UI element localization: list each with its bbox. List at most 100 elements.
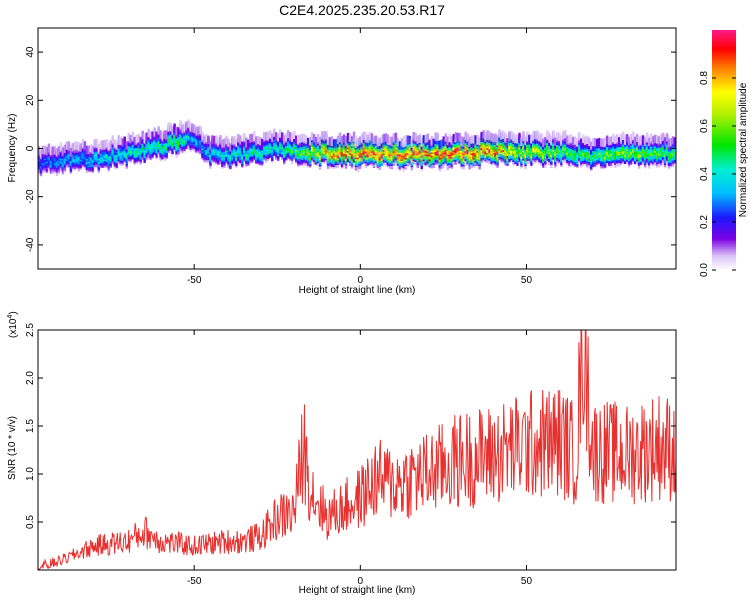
heatmap-cell [486,130,489,139]
heatmap-cell [510,131,513,140]
heatmap-y-axis-label: Frequency (Hz) [7,114,18,183]
heatmap-cell [504,133,507,142]
heatmap-cell [582,134,585,144]
heatmap-cell [87,145,91,154]
heatmap-cell [195,127,198,136]
heatmap-cell [187,119,190,128]
heatmap-cell [366,134,370,144]
heatmap-cell [41,145,45,155]
heatmap-cell [296,134,300,144]
colorbar-gradient [712,30,736,270]
heatmap-cell [370,133,374,142]
heatmap-cell [159,130,162,139]
heatmap-cell [241,141,244,150]
heatmap-cell [175,126,178,136]
heatmap-cell [420,138,423,147]
heatmap-cell [649,133,653,142]
heatmap-cell [151,131,154,140]
heatmap-cell [173,123,176,132]
heatmap-cell [269,130,272,139]
heatmap-cell [93,138,97,148]
heatmap-cell [135,134,138,144]
snr-frame [37,329,677,571]
heatmap-cell [611,133,615,143]
heatmap-cell [119,136,122,145]
heatmap-cell [440,139,443,148]
heatmap-cell [406,135,410,144]
heatmap-cell [580,138,583,147]
heatmap-cell [91,145,95,155]
heatmap-cell [292,130,296,139]
heatmap-cell [51,146,55,155]
heatmap-cell [362,131,366,140]
heatmap-cell [344,136,348,145]
heatmap-y-tick-label: -40 [25,237,36,252]
heatmap-cell [498,129,501,138]
heatmap-cell [474,135,477,144]
heatmap-cell [225,135,228,145]
heatmap-cell [550,135,553,144]
heatmap-cell [277,133,280,142]
heatmap-cell [661,132,665,141]
heatmap-cell [145,132,148,141]
heatmap-cell [161,131,164,141]
heatmap-cell [526,131,529,141]
heatmap-cell [189,122,192,131]
heatmap-cell [572,136,575,146]
heatmap-cell [322,130,326,140]
heatmap-cell [655,135,659,144]
heatmap-cell [584,136,587,145]
heatmap-cell [532,131,535,140]
heatmap-cell [330,136,334,145]
heatmap-cell [37,146,41,155]
heatmap-cell [149,130,152,140]
heatmap-cell [358,136,362,145]
heatmap-cell [637,136,641,145]
heatmap-cell [209,141,212,150]
heatmap-cell [336,135,340,145]
heatmap-cell [79,143,83,152]
snr-x-tick-label: -50 [187,576,202,587]
heatmap-cell [594,138,597,147]
heatmap-cell [133,136,136,146]
heatmap-cell [249,134,252,143]
heatmap-cell [478,136,481,146]
heatmap-cell [81,139,85,148]
heatmap-cell [233,135,236,145]
heatmap-cell [432,138,435,147]
heatmap-cell [576,138,579,147]
heatmap-cell [372,135,376,144]
heatmap-cell [350,136,354,145]
snr-y-tick-label: 0.5 [25,515,36,529]
heatmap-cell [43,145,47,154]
heatmap-cell [392,133,396,142]
heatmap-cell [283,135,286,144]
heatmap-cell [125,141,128,150]
heatmap-cell [394,132,398,142]
heatmap-cell [137,133,140,143]
heatmap-cell [316,133,320,143]
heatmap-cell [663,137,667,146]
heatmap-cell [97,144,101,153]
heatmap-cell [287,129,290,139]
heatmap-cell [63,144,67,154]
heatmap-cell [464,131,467,141]
heatmap-cell [434,132,437,141]
heatmap-cell [197,126,200,135]
heatmap-cell [253,131,256,140]
heatmap-cell [466,133,469,142]
heatmap-cell [275,132,278,141]
heatmap-cell [271,133,274,142]
heatmap-cell [641,135,645,144]
heatmap-cell [348,133,352,142]
heatmap-cell [113,139,116,148]
heatmap-cell [153,127,156,136]
heatmap-cell [157,126,160,135]
heatmap-cell [671,136,675,145]
heatmap-cell [512,132,515,142]
heatmap-cell [368,131,372,141]
heatmap-cell [267,131,270,140]
heatmap-cell [552,130,555,139]
snr-y-tick-label: 2.0 [25,371,36,385]
heatmap-cell [542,138,545,148]
